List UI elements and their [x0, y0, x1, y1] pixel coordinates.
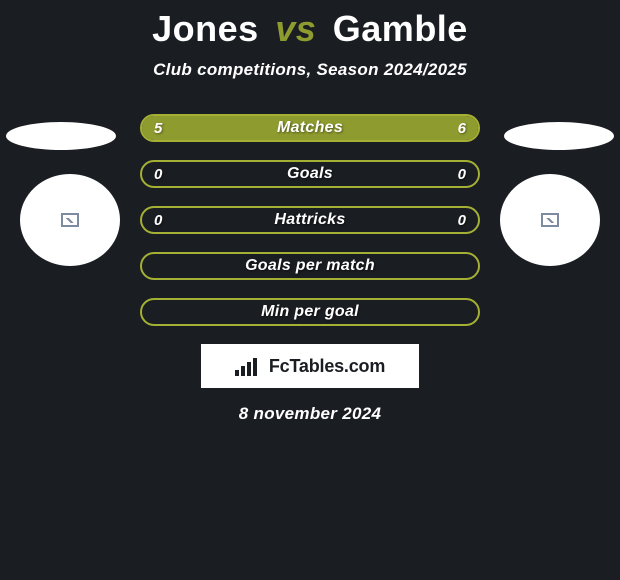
stat-label: Min per goal: [142, 303, 478, 321]
source-badge: FcTables.com: [201, 344, 419, 388]
chart-icon: [235, 356, 263, 376]
stat-bar: 56Matches: [140, 114, 480, 142]
placeholder-icon: [541, 213, 559, 227]
player2-name: Gamble: [333, 8, 468, 49]
stat-label: Hattricks: [142, 211, 478, 229]
stat-bars: 56Matches 00Goals 00Hattricks Goals per mat…: [140, 114, 480, 326]
vs-label: vs: [275, 8, 316, 49]
stat-bar: 00Hattricks: [140, 206, 480, 234]
stat-bar: 00Goals: [140, 160, 480, 188]
subtitle: Club competitions, Season 2024/2025: [0, 60, 620, 80]
player1-avatar: [20, 174, 120, 266]
source-text: FcTables.com: [269, 356, 385, 377]
player1-oval: [6, 122, 116, 150]
stat-bar: Min per goal: [140, 298, 480, 326]
stat-label: Matches: [142, 119, 478, 137]
placeholder-icon: [61, 213, 79, 227]
stat-label: Goals: [142, 165, 478, 183]
player2-avatar: [500, 174, 600, 266]
stat-bar: Goals per match: [140, 252, 480, 280]
stat-label: Goals per match: [142, 257, 478, 275]
comparison-title: Jones vs Gamble: [0, 0, 620, 50]
snapshot-date: 8 november 2024: [0, 404, 620, 424]
player1-name: Jones: [152, 8, 259, 49]
player2-oval: [504, 122, 614, 150]
